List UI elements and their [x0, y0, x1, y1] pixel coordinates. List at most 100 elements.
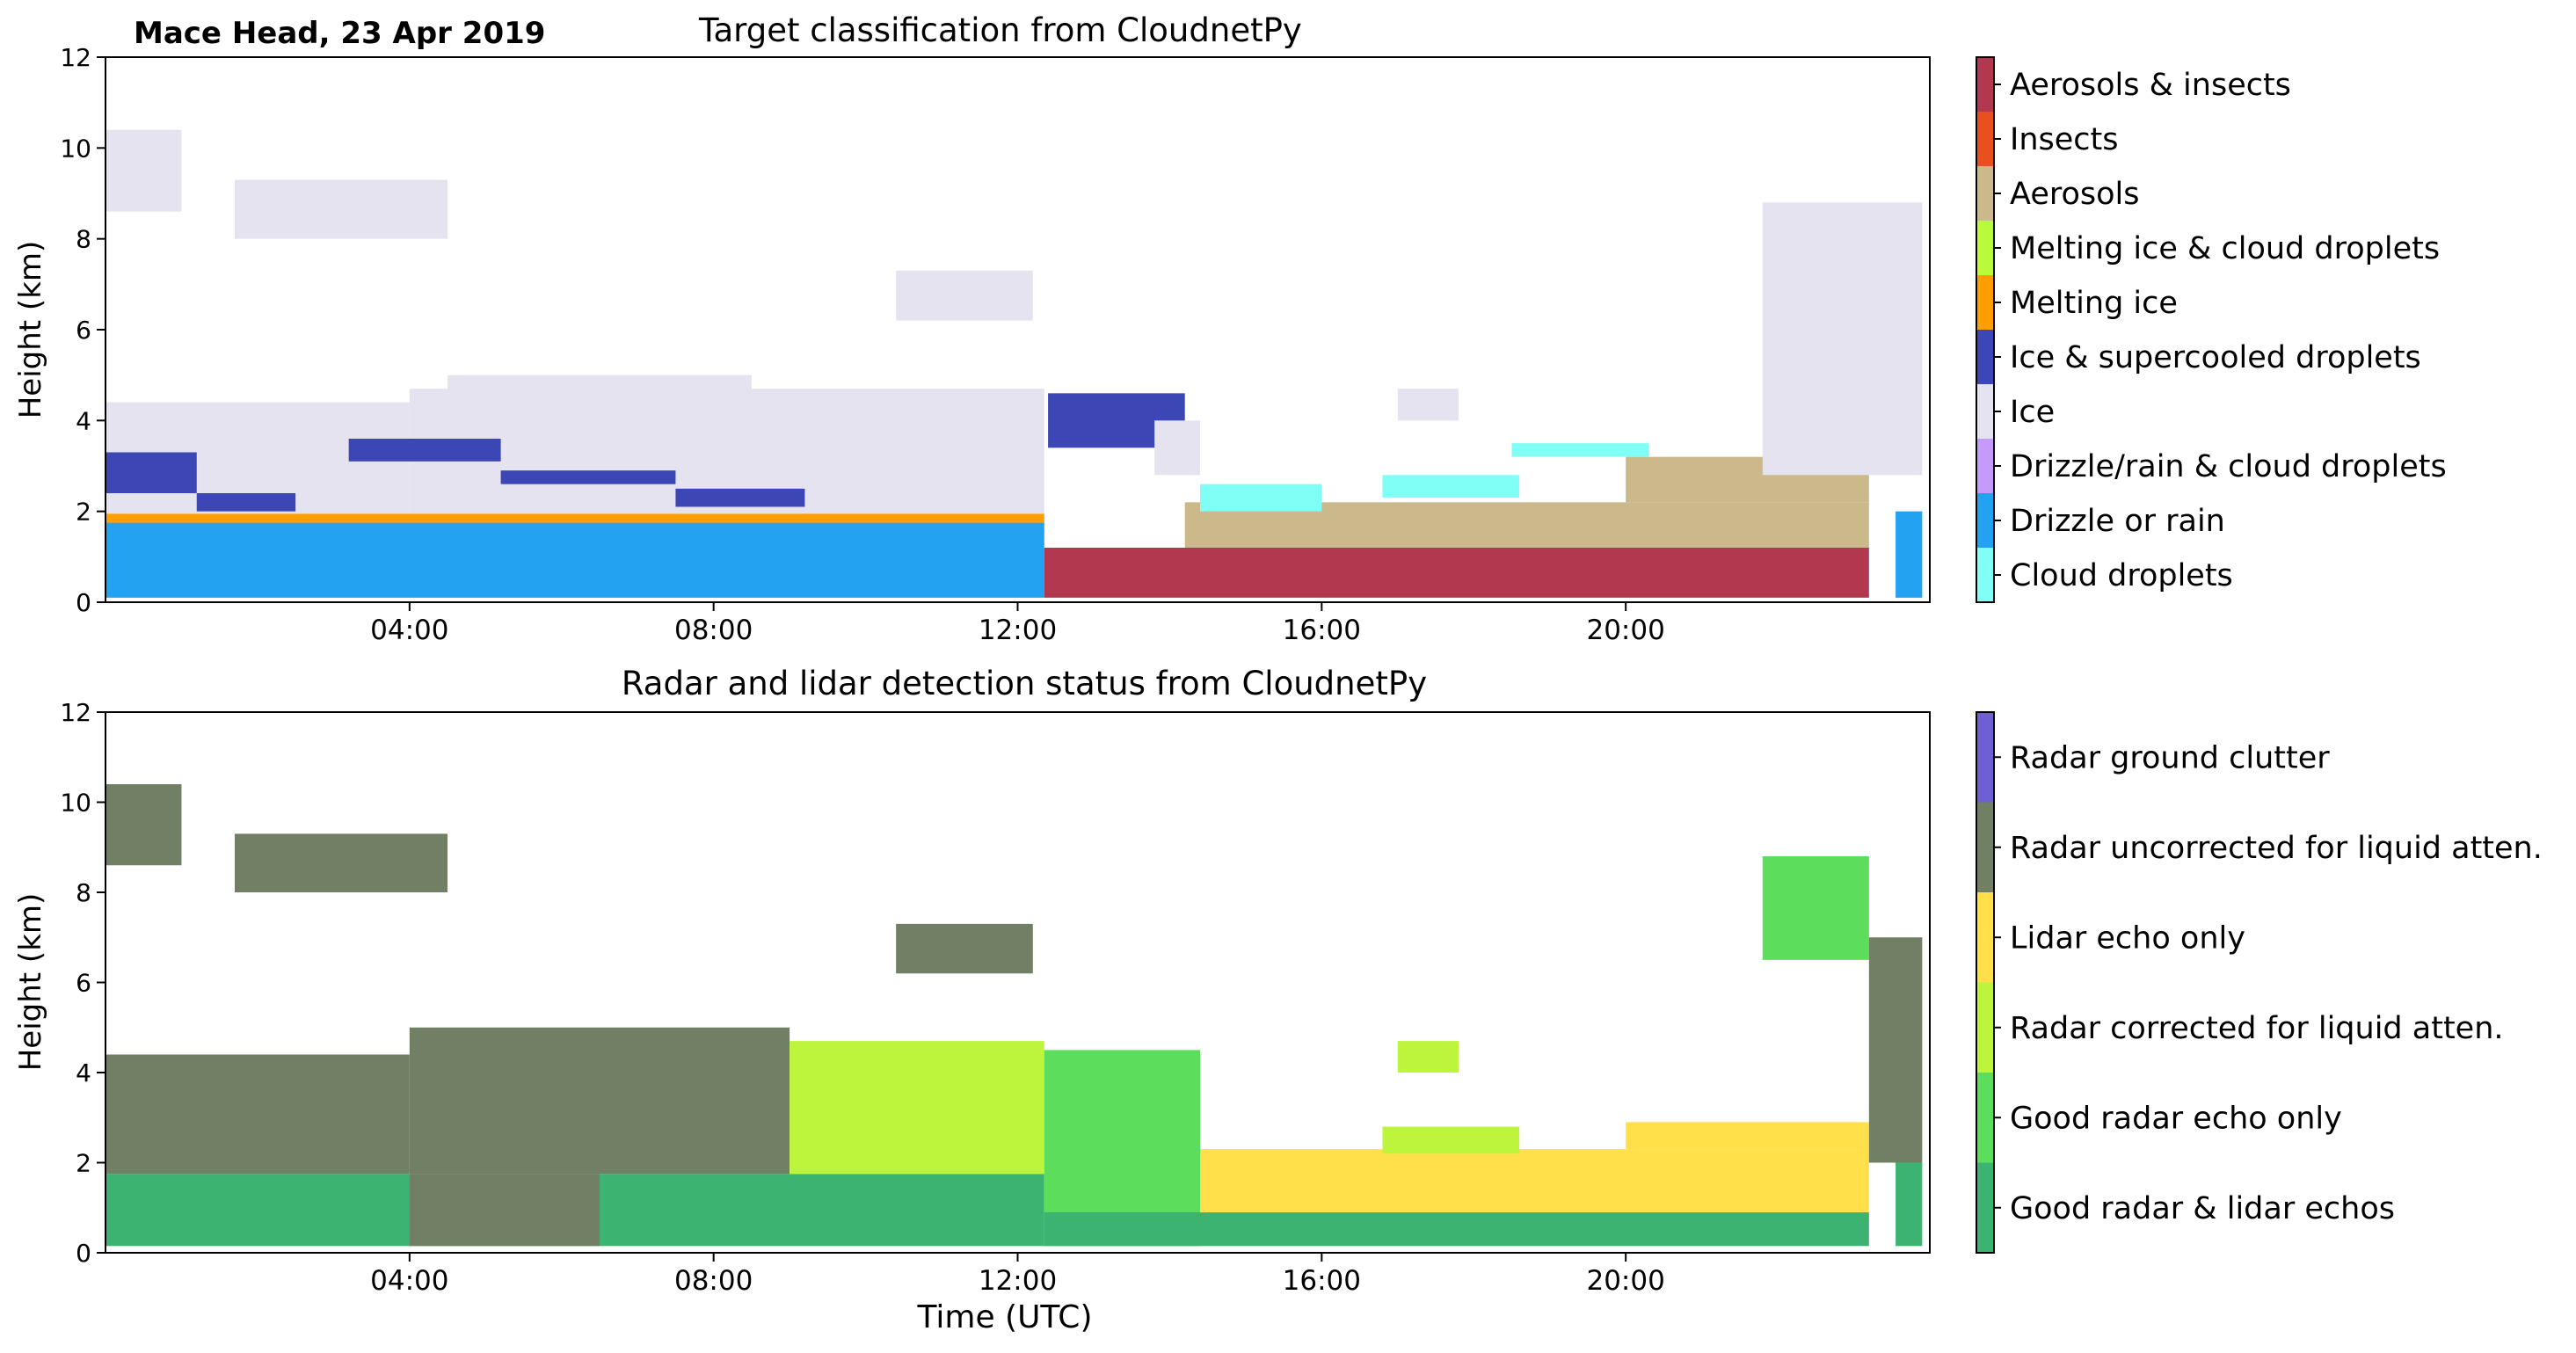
region-radar-corrected-for-liquid-atten- [790, 1041, 1044, 1175]
legend-label: Good radar & lidar echos [2010, 1191, 2395, 1226]
legend-label: Ice & supercooled droplets [2010, 340, 2421, 375]
region-good-radar-lidar-echos [1044, 1211, 1869, 1247]
legend-label: Drizzle or rain [2010, 504, 2225, 539]
legend-swatch [1976, 384, 1994, 439]
region-cloud-droplets [1382, 475, 1520, 498]
legend-swatch [1976, 330, 1994, 384]
colorbar-frame [1976, 711, 1995, 1254]
y-tick-label: 10 [60, 134, 91, 163]
y-tick-label: 0 [76, 1239, 91, 1268]
region-radar-uncorrected-for-liquid-atten- [106, 784, 182, 866]
region-good-radar-lidar-echos [1896, 1162, 1923, 1247]
region-good-radar-echo-only [1762, 856, 1869, 960]
legend-label: Radar ground clutter [2010, 740, 2330, 775]
legend-label: Drizzle/rain & cloud droplets [2010, 449, 2447, 484]
legend-label: Lidar echo only [2010, 920, 2245, 956]
y-axis-label: Height (km) [13, 893, 48, 1072]
region-radar-corrected-for-liquid-atten- [1382, 1126, 1520, 1154]
region-ice [106, 129, 182, 212]
legend-swatch [1976, 548, 1994, 602]
y-tick-label: 8 [76, 878, 91, 907]
legend-swatch [1976, 1073, 1994, 1163]
region-ice-supercooled-droplets [500, 470, 676, 484]
region-radar-corrected-for-liquid-atten- [1397, 1041, 1459, 1073]
region-radar-uncorrected-for-liquid-atten- [1868, 937, 1923, 1163]
legend-label: Insects [2010, 122, 2118, 157]
legend-swatch [1976, 982, 1994, 1073]
detection-status-panel: 04:00 08:00 12:00 16:00 20:00 0 2 4 6 8 10 12 Height… [13, 698, 2543, 1297]
bottom-panel-title: Radar and lidar detection status from Cl… [622, 665, 1427, 702]
legend-label: Ice [2010, 395, 2055, 430]
region-ice-supercooled-droplets [675, 488, 805, 507]
region-radar-uncorrected-for-liquid-atten- [106, 1054, 410, 1175]
top-panel-title: Target classification from CloudnetPy [698, 11, 1302, 49]
region-lidar-echo-only [1200, 1149, 1869, 1212]
x-axis-label: Time (UTC) [916, 1299, 1092, 1335]
x-tick-label: 12:00 [979, 615, 1057, 646]
x-tick-label: 04:00 [370, 1265, 448, 1297]
region-ice [1762, 202, 1923, 476]
legend-label: Aerosols & insects [2010, 68, 2291, 103]
legend-swatch [1976, 275, 1994, 330]
legend-label: Radar uncorrected for liquid atten. [2010, 831, 2543, 866]
legend-swatch [1976, 802, 1994, 892]
x-tick-label: 16:00 [1283, 615, 1361, 646]
region-ice [234, 179, 448, 239]
legend-label: Melting ice & cloud droplets [2010, 231, 2440, 266]
legend-label: Radar corrected for liquid atten. [2010, 1011, 2504, 1046]
colorbar-frame [1976, 56, 1995, 603]
x-tick-label: 20:00 [1586, 615, 1664, 646]
region-ice-supercooled-droplets [106, 452, 197, 493]
target-classification-panel: 04:00 08:00 12:00 16:00 20:00 0 2 4 6 8 10 12 Height… [13, 43, 2447, 646]
region-ice-supercooled-droplets [196, 493, 296, 512]
region-cloud-droplets [1511, 443, 1649, 457]
legend-label: Melting ice [2010, 286, 2178, 321]
region-radar-uncorrected-for-liquid-atten- [896, 923, 1033, 974]
legend-swatch [1976, 439, 1994, 493]
region-aerosols-insects [1044, 548, 1869, 598]
y-tick-label: 6 [76, 316, 91, 345]
y-tick-label: 6 [76, 969, 91, 998]
region-drizzle-or-rain [106, 522, 1044, 598]
y-tick-label: 10 [60, 789, 91, 818]
region-ice [448, 375, 752, 398]
legend-swatch [1976, 892, 1994, 983]
legend-swatch [1976, 221, 1994, 275]
legend-swatch [1976, 57, 1994, 112]
legend-swatch [1976, 712, 1994, 803]
x-tick-label: 08:00 [674, 615, 753, 646]
legend-label: Cloud droplets [2010, 558, 2233, 593]
x-tick-label: 08:00 [674, 1265, 753, 1297]
y-tick-label: 8 [76, 225, 91, 254]
region-ice [1154, 420, 1200, 476]
region-radar-uncorrected-for-liquid-atten- [409, 1174, 600, 1247]
legend-swatch [1976, 166, 1994, 221]
y-tick-label: 2 [76, 1149, 91, 1178]
x-tick-label: 20:00 [1586, 1265, 1664, 1297]
legend-swatch [1976, 493, 1994, 548]
x-tick-label: 04:00 [370, 615, 448, 646]
site-date-label: Mace Head, 23 Apr 2019 [134, 16, 545, 51]
region-ice [896, 270, 1033, 321]
y-tick-label: 2 [76, 498, 91, 527]
region-ice-supercooled-droplets [348, 439, 501, 462]
y-tick-label: 12 [60, 43, 91, 72]
x-tick-label: 16:00 [1283, 1265, 1361, 1297]
region-ice [1397, 389, 1459, 421]
y-tick-label: 12 [60, 698, 91, 727]
region-melting-ice [106, 513, 1044, 523]
region-lidar-echo-only [1626, 1122, 1869, 1150]
region-drizzle-or-rain [1896, 511, 1923, 598]
region-cloud-droplets [1200, 484, 1322, 512]
legend-swatch [1976, 112, 1994, 166]
x-tick-label: 12:00 [979, 1265, 1057, 1297]
y-tick-label: 4 [76, 406, 91, 435]
y-tick-label: 0 [76, 588, 91, 617]
legend-label: Aerosols [2010, 177, 2140, 212]
region-radar-uncorrected-for-liquid-atten- [234, 833, 448, 892]
legend-swatch [1976, 1162, 1994, 1253]
legend-label: Good radar echo only [2010, 1101, 2342, 1136]
region-radar-uncorrected-for-liquid-atten- [409, 1027, 790, 1175]
y-axis-label: Height (km) [13, 241, 48, 419]
